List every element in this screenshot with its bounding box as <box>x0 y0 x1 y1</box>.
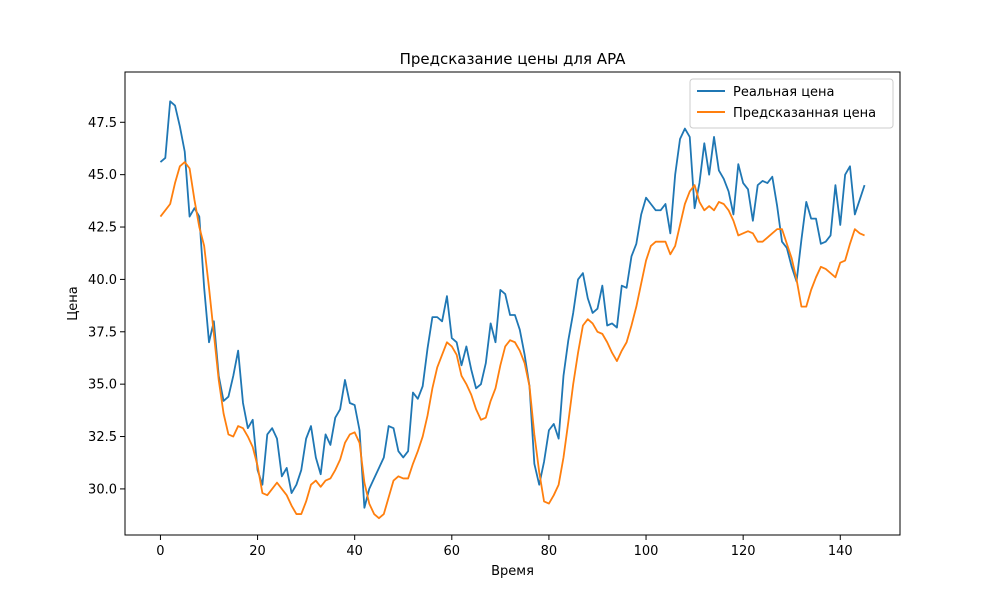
x-tick-label: 140 <box>828 544 853 559</box>
x-tick-label: 0 <box>156 544 164 559</box>
y-tick-label: 37.5 <box>88 325 117 340</box>
x-tick-label: 60 <box>444 544 461 559</box>
y-tick-label: 35.0 <box>88 378 117 393</box>
y-tick-label: 30.0 <box>88 482 117 497</box>
x-tick-label: 100 <box>634 544 659 559</box>
x-tick-label: 20 <box>249 544 266 559</box>
legend-box <box>689 78 894 129</box>
x-tick-label: 120 <box>731 544 756 559</box>
x-axis-label: Время <box>491 564 534 579</box>
y-tick-label: 42.5 <box>88 221 117 236</box>
y-axis-label: Цена <box>66 286 81 321</box>
chart-title: Предсказание цены для APA <box>400 50 627 68</box>
legend-label-real: Реальная цена <box>733 85 835 100</box>
x-axis: 0 20 40 60 80 100 120 140 <box>156 535 853 559</box>
series-line-predicted <box>159 161 865 520</box>
x-tick-label: 80 <box>541 544 558 559</box>
x-tick-label: 40 <box>346 544 363 559</box>
y-tick-label: 32.5 <box>88 430 117 445</box>
y-tick-label: 40.0 <box>88 273 117 288</box>
legend: Реальная цена Предсказанная цена <box>689 78 894 129</box>
y-tick-label: 45.0 <box>88 168 117 183</box>
series-layer <box>159 100 866 520</box>
series-line-real <box>159 100 866 509</box>
y-axis: 30.0 32.5 35.0 37.5 40.0 42.5 45.0 47.5 <box>88 116 125 497</box>
plot-frame <box>124 71 901 536</box>
y-tick-label: 47.5 <box>88 116 117 131</box>
legend-label-predicted: Предсказанная цена <box>733 106 876 121</box>
